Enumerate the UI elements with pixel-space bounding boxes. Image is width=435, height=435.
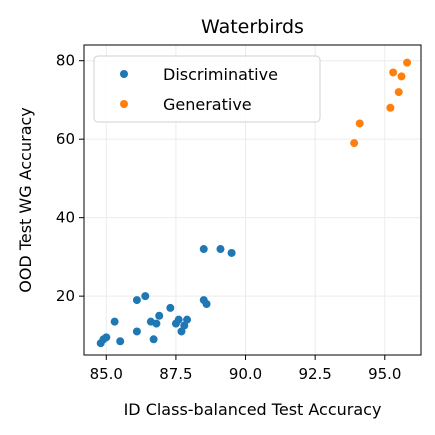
data-point-discriminative [216, 245, 225, 254]
data-point-discriminative [174, 315, 183, 324]
data-point-generative [350, 139, 359, 148]
data-point-discriminative [155, 311, 164, 320]
data-point-discriminative [110, 317, 119, 326]
data-point-discriminative [202, 299, 211, 308]
legend-marker [120, 70, 128, 78]
legend-box [93, 55, 321, 123]
x-tick-label: 85.0 [90, 365, 123, 383]
legend: Discriminative Generative [93, 55, 321, 123]
y-tick-label: 40 [56, 209, 75, 227]
axis-ticks: 85.0 87.5 90.0 92.5 95.0 20 40 60 80 [56, 52, 402, 383]
data-point-discriminative [132, 296, 141, 305]
x-tick-label: 90.0 [229, 365, 262, 383]
legend-label: Discriminative [163, 65, 278, 84]
data-point-generative [355, 119, 364, 128]
x-tick-label: 87.5 [159, 365, 192, 383]
data-point-discriminative [152, 319, 161, 328]
chart-title: Waterbirds [201, 16, 304, 38]
data-point-generative [389, 68, 398, 77]
data-point-generative [386, 103, 395, 112]
data-point-discriminative [199, 245, 208, 254]
data-point-discriminative [227, 248, 236, 257]
legend-marker [120, 100, 128, 108]
data-point-discriminative [183, 315, 192, 324]
y-tick-label: 60 [56, 130, 75, 148]
legend-label: Generative [163, 95, 252, 114]
data-point-discriminative [141, 292, 150, 301]
x-tick-label: 92.5 [298, 365, 331, 383]
y-axis-label: OOD Test WG Accuracy [16, 107, 35, 293]
y-tick-label: 20 [56, 287, 75, 305]
data-point-discriminative [132, 327, 141, 336]
data-points [96, 58, 412, 348]
data-point-generative [397, 72, 406, 81]
plot-frame [83, 44, 422, 356]
y-tick-label: 80 [56, 52, 75, 70]
data-point-discriminative [166, 303, 175, 312]
data-point-discriminative [116, 337, 125, 346]
x-tick-label: 95.0 [368, 365, 401, 383]
x-axis-label: ID Class-balanced Test Accuracy [124, 400, 382, 419]
data-point-discriminative [102, 333, 111, 342]
data-point-discriminative [149, 335, 158, 344]
data-point-generative [403, 58, 412, 67]
data-point-generative [394, 88, 403, 97]
